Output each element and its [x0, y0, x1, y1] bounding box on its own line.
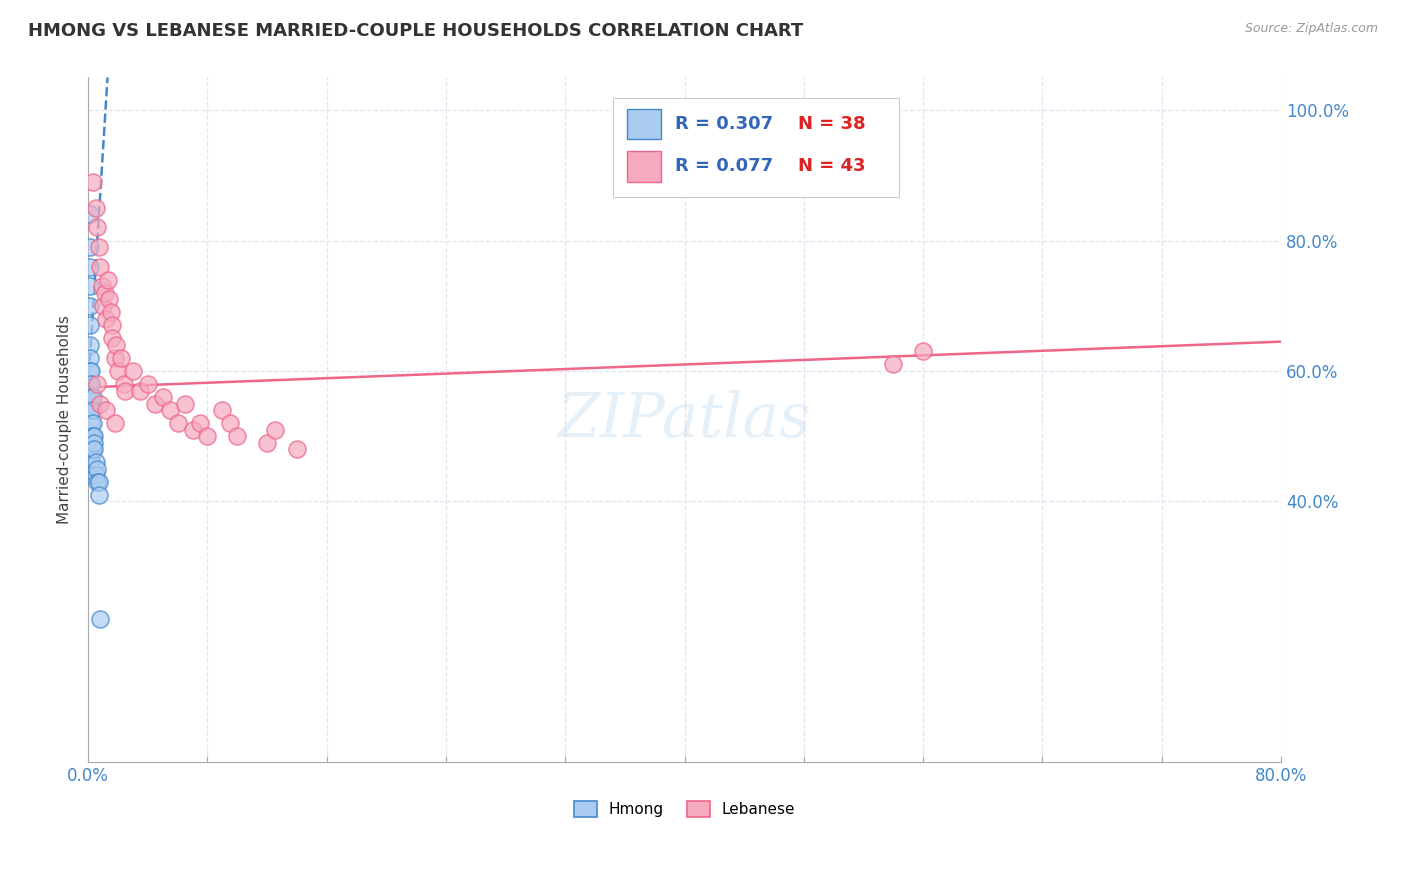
Point: [83, 435, 105, 450]
Point: [82, 416, 104, 430]
Point: [82, 442, 104, 457]
Point: [263, 423, 285, 437]
Point: [82, 403, 104, 417]
Point: [89, 260, 111, 274]
Point: [197, 429, 219, 443]
Point: [94, 311, 117, 326]
Point: [79, 351, 101, 365]
Point: [90, 279, 112, 293]
Point: [82, 390, 104, 404]
Point: [89, 396, 111, 410]
Point: [82, 429, 104, 443]
Point: [86, 475, 108, 489]
FancyBboxPatch shape: [613, 98, 900, 197]
Point: [87, 240, 110, 254]
Point: [80, 416, 103, 430]
Point: [87, 488, 110, 502]
Point: [79, 318, 101, 333]
Point: [79, 299, 101, 313]
Point: [136, 377, 159, 392]
Point: [143, 396, 166, 410]
Point: [100, 305, 122, 319]
Point: [174, 396, 197, 410]
Point: [80, 449, 103, 463]
Point: [80, 435, 103, 450]
Point: [83, 442, 105, 457]
Point: [93, 285, 115, 300]
Point: [80, 429, 103, 443]
Point: [226, 429, 249, 443]
Point: [86, 462, 108, 476]
Point: [122, 364, 145, 378]
Point: [89, 612, 111, 626]
Point: [80, 403, 103, 417]
Point: [79, 240, 101, 254]
Point: [79, 403, 101, 417]
Point: [84, 468, 107, 483]
Point: [256, 435, 278, 450]
Point: [114, 384, 136, 398]
Point: [218, 416, 240, 430]
Text: N = 43: N = 43: [797, 158, 865, 176]
Point: [80, 468, 103, 483]
Legend: Hmong, Lebanese: Hmong, Lebanese: [568, 795, 801, 823]
Point: [101, 331, 124, 345]
Point: [285, 442, 308, 457]
Text: R = 0.307: R = 0.307: [675, 115, 773, 133]
Point: [84, 201, 107, 215]
Point: [80, 442, 103, 457]
Point: [80, 377, 103, 392]
Point: [79, 338, 101, 352]
Point: [181, 423, 204, 437]
Point: [80, 364, 103, 378]
Point: [110, 351, 132, 365]
Point: [101, 318, 124, 333]
Point: [80, 455, 103, 469]
Point: [912, 344, 935, 359]
Point: [79, 364, 101, 378]
Y-axis label: Married-couple Households: Married-couple Households: [58, 316, 72, 524]
Point: [86, 377, 108, 392]
Point: [107, 364, 129, 378]
FancyBboxPatch shape: [627, 109, 661, 139]
Point: [79, 207, 101, 221]
Point: [86, 220, 108, 235]
Point: [105, 338, 128, 352]
Point: [91, 299, 114, 313]
Point: [211, 403, 233, 417]
Text: ZIPatlas: ZIPatlas: [558, 390, 811, 450]
Point: [79, 279, 101, 293]
Point: [104, 351, 127, 365]
Point: [112, 377, 135, 392]
Point: [79, 377, 101, 392]
Point: [94, 403, 117, 417]
Point: [166, 416, 188, 430]
Point: [882, 358, 904, 372]
Point: [84, 455, 107, 469]
Point: [87, 475, 110, 489]
Point: [159, 403, 181, 417]
Point: [152, 390, 174, 404]
FancyBboxPatch shape: [627, 151, 661, 182]
Point: [79, 260, 101, 274]
Point: [83, 429, 105, 443]
Point: [82, 175, 104, 189]
Text: R = 0.077: R = 0.077: [675, 158, 773, 176]
Point: [129, 384, 152, 398]
Text: HMONG VS LEBANESE MARRIED-COUPLE HOUSEHOLDS CORRELATION CHART: HMONG VS LEBANESE MARRIED-COUPLE HOUSEHO…: [28, 22, 803, 40]
Point: [79, 390, 101, 404]
Point: [104, 416, 127, 430]
Point: [80, 390, 103, 404]
Text: N = 38: N = 38: [797, 115, 866, 133]
Point: [188, 416, 211, 430]
Point: [98, 292, 121, 306]
Text: Source: ZipAtlas.com: Source: ZipAtlas.com: [1244, 22, 1378, 36]
Point: [96, 273, 118, 287]
